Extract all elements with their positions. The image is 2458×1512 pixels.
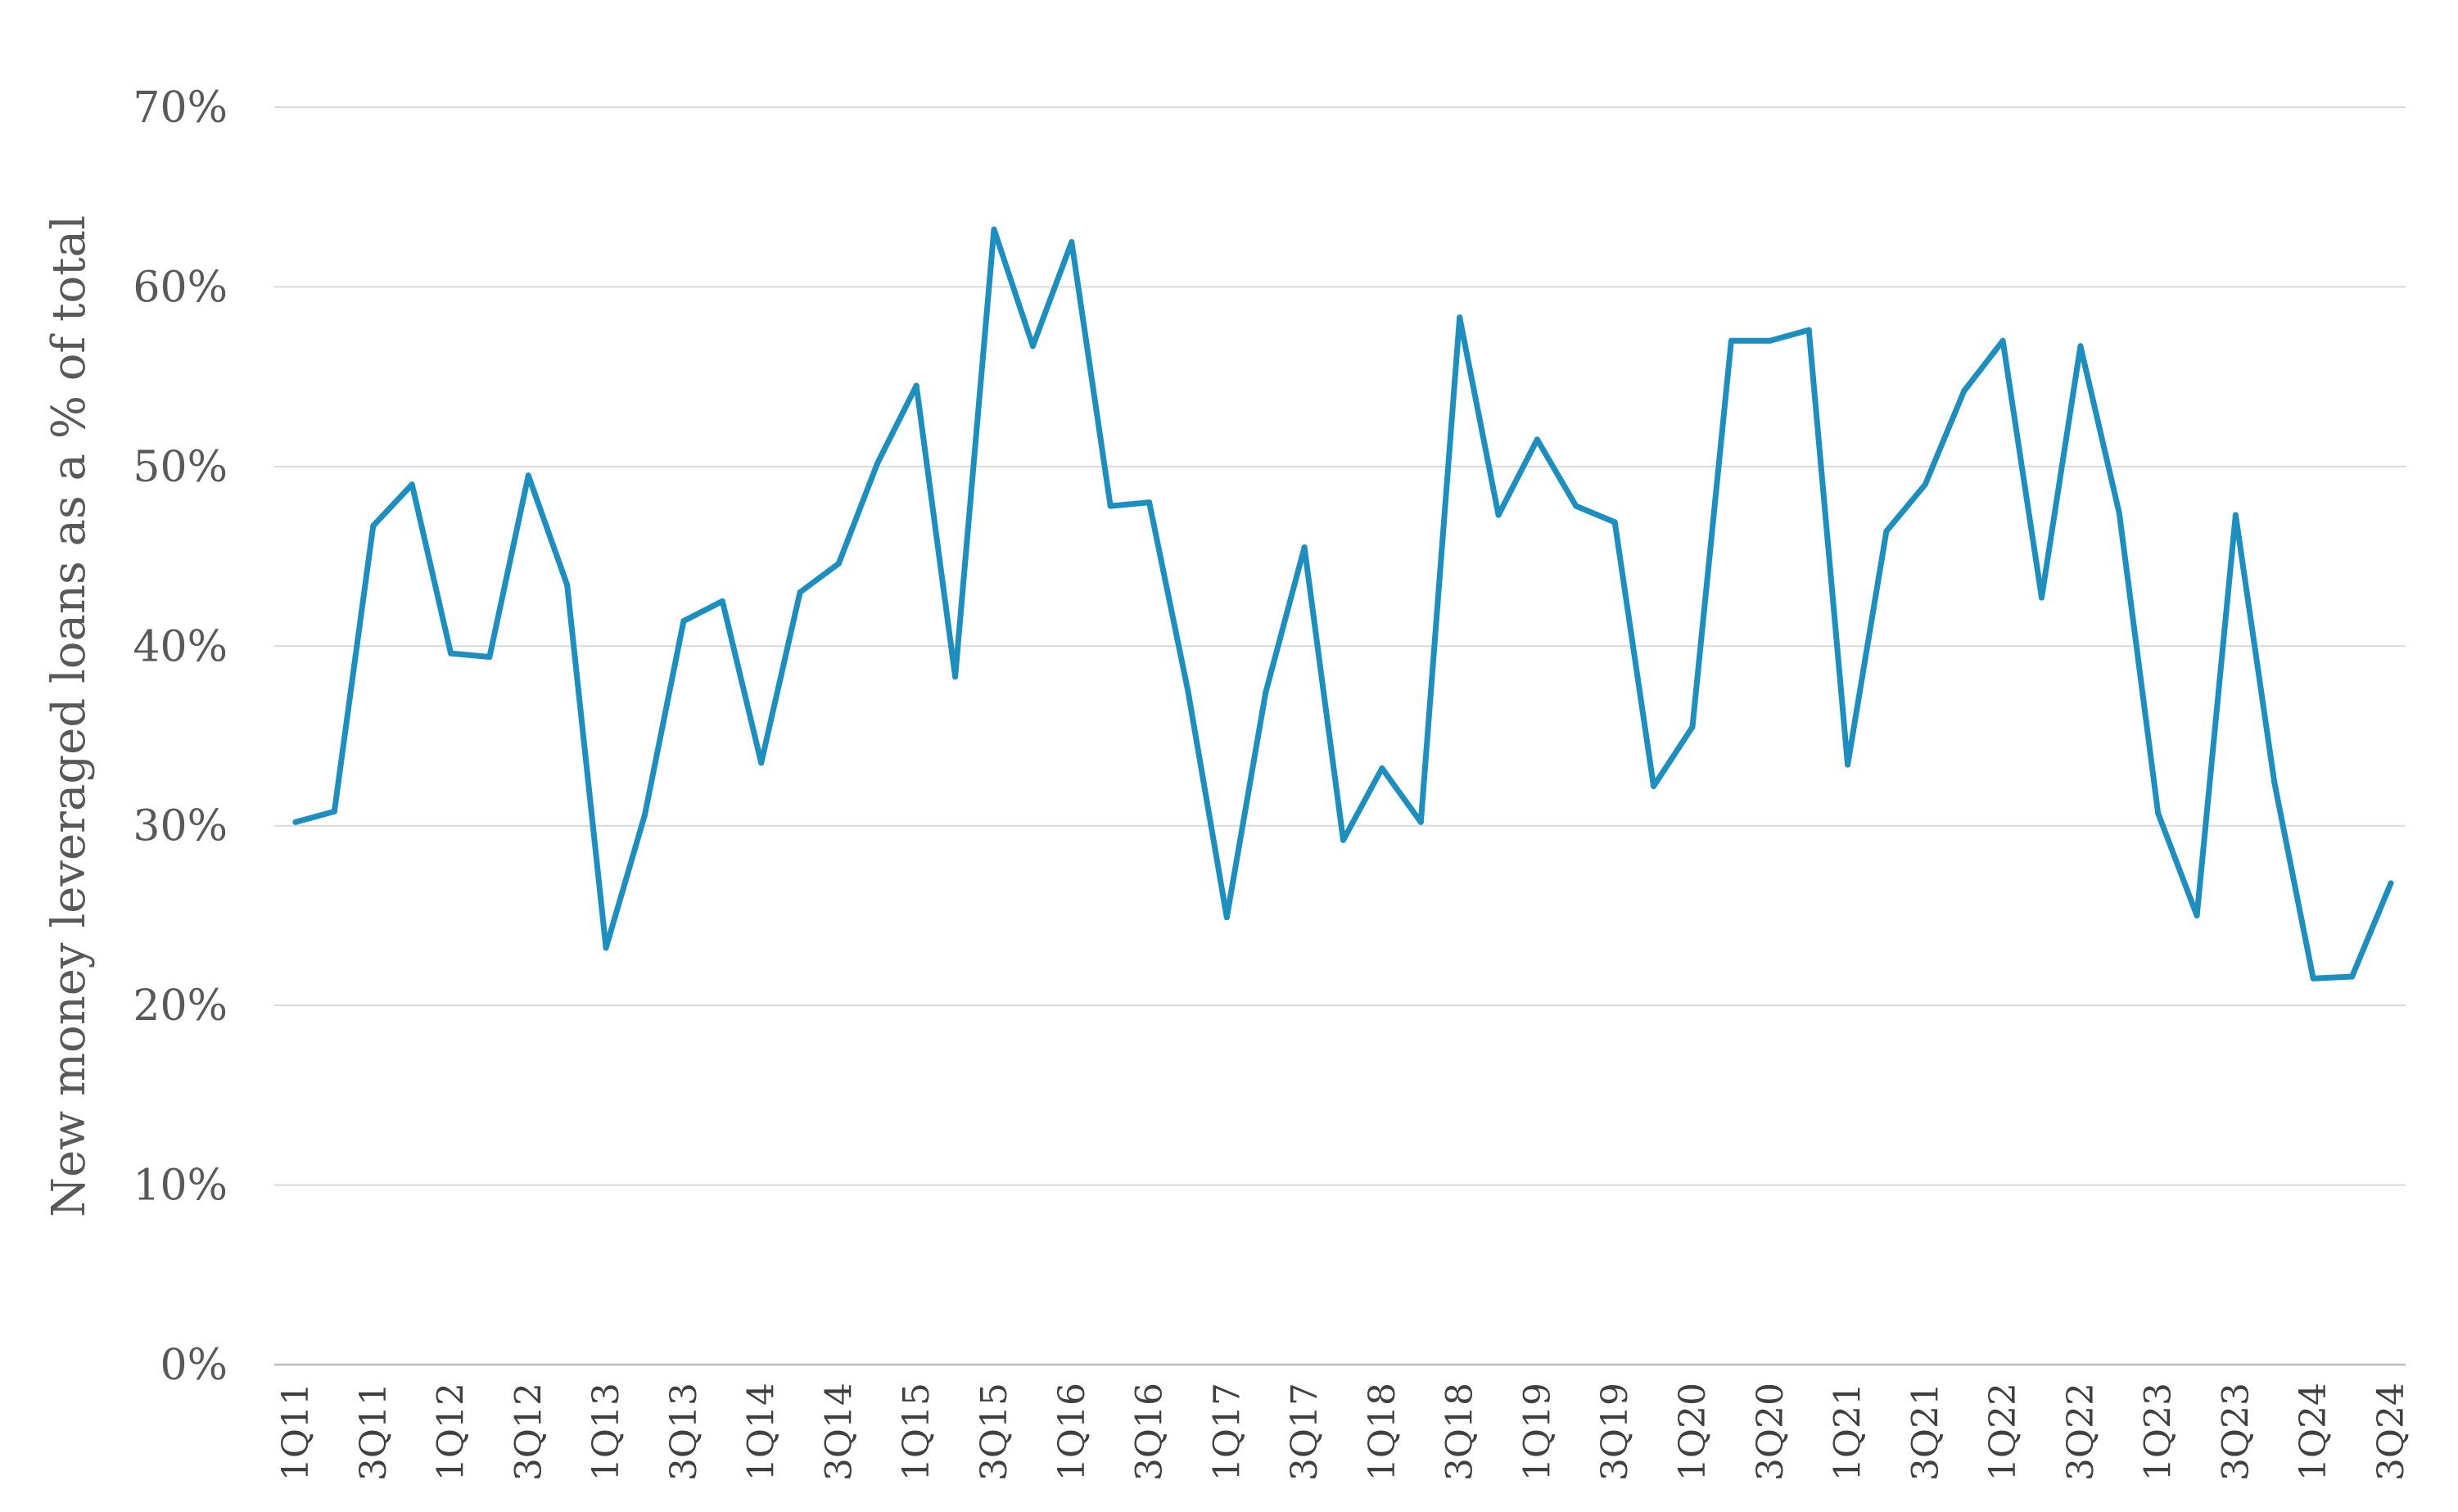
data-point [1107, 503, 1114, 509]
x-tick-label: 3Q20 [1750, 1383, 1792, 1481]
data-point [2310, 975, 2316, 982]
x-tick-label: 1Q20 [1672, 1383, 1714, 1481]
data-point [1999, 337, 2006, 344]
x-tick-label: 1Q12 [431, 1383, 472, 1481]
x-tick-label: 1Q16 [1051, 1383, 1093, 1481]
data-point [1417, 819, 1424, 825]
y-tick-label: 10% [133, 1162, 228, 1211]
gridlines [274, 106, 2406, 1186]
data-point [680, 618, 687, 625]
y-tick-label: 60% [133, 263, 228, 312]
data-point [292, 819, 299, 825]
x-tick-label: 3Q17 [1284, 1383, 1326, 1481]
data-point [1223, 914, 1230, 921]
data-point [1185, 688, 1191, 694]
y-axis-title: New money leveraged loans as a % of tota… [43, 215, 96, 1217]
data-point [1922, 481, 1928, 488]
data-point [1689, 724, 1696, 730]
data-point [2349, 973, 2356, 980]
data-point [2388, 880, 2394, 887]
data-point [409, 481, 415, 488]
data-point [2077, 343, 2084, 350]
x-axis-tick-labels: 1Q11 3Q11 1Q12 3Q12 1Q13 3Q13 1Q14 3Q14 1Q15 3Q15… [275, 1383, 2412, 1481]
x-tick-label: 3Q19 [1594, 1383, 1636, 1481]
x-tick-label: 3Q22 [2060, 1383, 2102, 1481]
data-point [2155, 810, 2162, 816]
data-point [2232, 512, 2239, 518]
data-point [1534, 436, 1540, 443]
x-tick-label: 1Q24 [2293, 1383, 2334, 1481]
x-tick-label: 3Q15 [974, 1383, 1015, 1481]
data-point [370, 522, 377, 529]
data-point [1340, 837, 1346, 843]
data-point [2194, 912, 2200, 918]
x-tick-label: 1Q21 [1828, 1383, 1869, 1481]
data-point [1301, 544, 1308, 551]
data-point [1495, 512, 1502, 518]
y-tick-label: 20% [133, 982, 228, 1031]
data-point [797, 589, 803, 595]
data-point [991, 226, 997, 232]
x-tick-label: 3Q24 [2370, 1383, 2412, 1481]
data-point [448, 650, 454, 657]
data-point [758, 760, 765, 766]
data-point [486, 654, 493, 660]
x-tick-label: 3Q13 [663, 1383, 705, 1481]
x-tick-label: 3Q14 [818, 1383, 860, 1481]
x-tick-label: 1Q11 [275, 1383, 317, 1481]
x-tick-label: 1Q18 [1362, 1383, 1403, 1481]
data-point [564, 582, 571, 589]
data-point [1573, 503, 1579, 509]
data-point [2039, 594, 2045, 601]
data-point [835, 560, 842, 566]
data-point [1767, 337, 1773, 344]
data-point [1845, 761, 1851, 768]
data-point [525, 472, 531, 479]
x-tick-label: 1Q19 [1516, 1383, 1558, 1481]
data-point [1146, 499, 1153, 506]
x-tick-label: 1Q15 [896, 1383, 938, 1481]
data-point [1961, 388, 1968, 395]
x-tick-label: 1Q14 [741, 1383, 783, 1481]
data-point [874, 460, 881, 466]
x-tick-label: 3Q23 [2215, 1383, 2257, 1481]
x-tick-label: 3Q11 [353, 1383, 395, 1481]
x-tick-label: 3Q16 [1129, 1383, 1171, 1481]
data-point [603, 945, 609, 951]
series-line [292, 226, 2394, 982]
data-point [1805, 327, 1812, 333]
data-point [1069, 239, 1075, 246]
data-point [331, 808, 337, 815]
series-lines [292, 226, 2394, 982]
data-point [1029, 343, 1036, 350]
y-tick-label: 30% [133, 802, 228, 851]
data-point [719, 598, 725, 604]
data-point [913, 382, 919, 389]
data-point [1728, 337, 1734, 344]
x-tick-label: 1Q22 [1982, 1383, 2024, 1481]
x-tick-label: 1Q17 [1206, 1383, 1248, 1481]
data-point [2116, 510, 2122, 517]
y-tick-label: 70% [133, 83, 228, 133]
data-point [1883, 528, 1890, 535]
x-tick-label: 3Q21 [1904, 1383, 1946, 1481]
data-point [1611, 519, 1618, 526]
x-tick-label: 3Q12 [508, 1383, 549, 1481]
y-axis-tick-labels: 0% 10% 20% 30% 40% 50% 60% 70% [133, 83, 228, 1390]
x-tick-label: 1Q13 [585, 1383, 627, 1481]
data-point [1379, 765, 1385, 771]
data-point [952, 674, 959, 680]
y-tick-label: 0% [160, 1341, 228, 1390]
data-point [1263, 689, 1269, 696]
y-tick-label: 50% [133, 443, 228, 492]
x-tick-label: 1Q23 [2138, 1383, 2180, 1481]
data-point [2271, 779, 2278, 786]
data-point [1457, 314, 1463, 321]
data-point [1651, 783, 1657, 789]
y-tick-label: 40% [133, 622, 228, 671]
x-tick-label: 3Q18 [1439, 1383, 1481, 1481]
data-point [642, 812, 648, 818]
